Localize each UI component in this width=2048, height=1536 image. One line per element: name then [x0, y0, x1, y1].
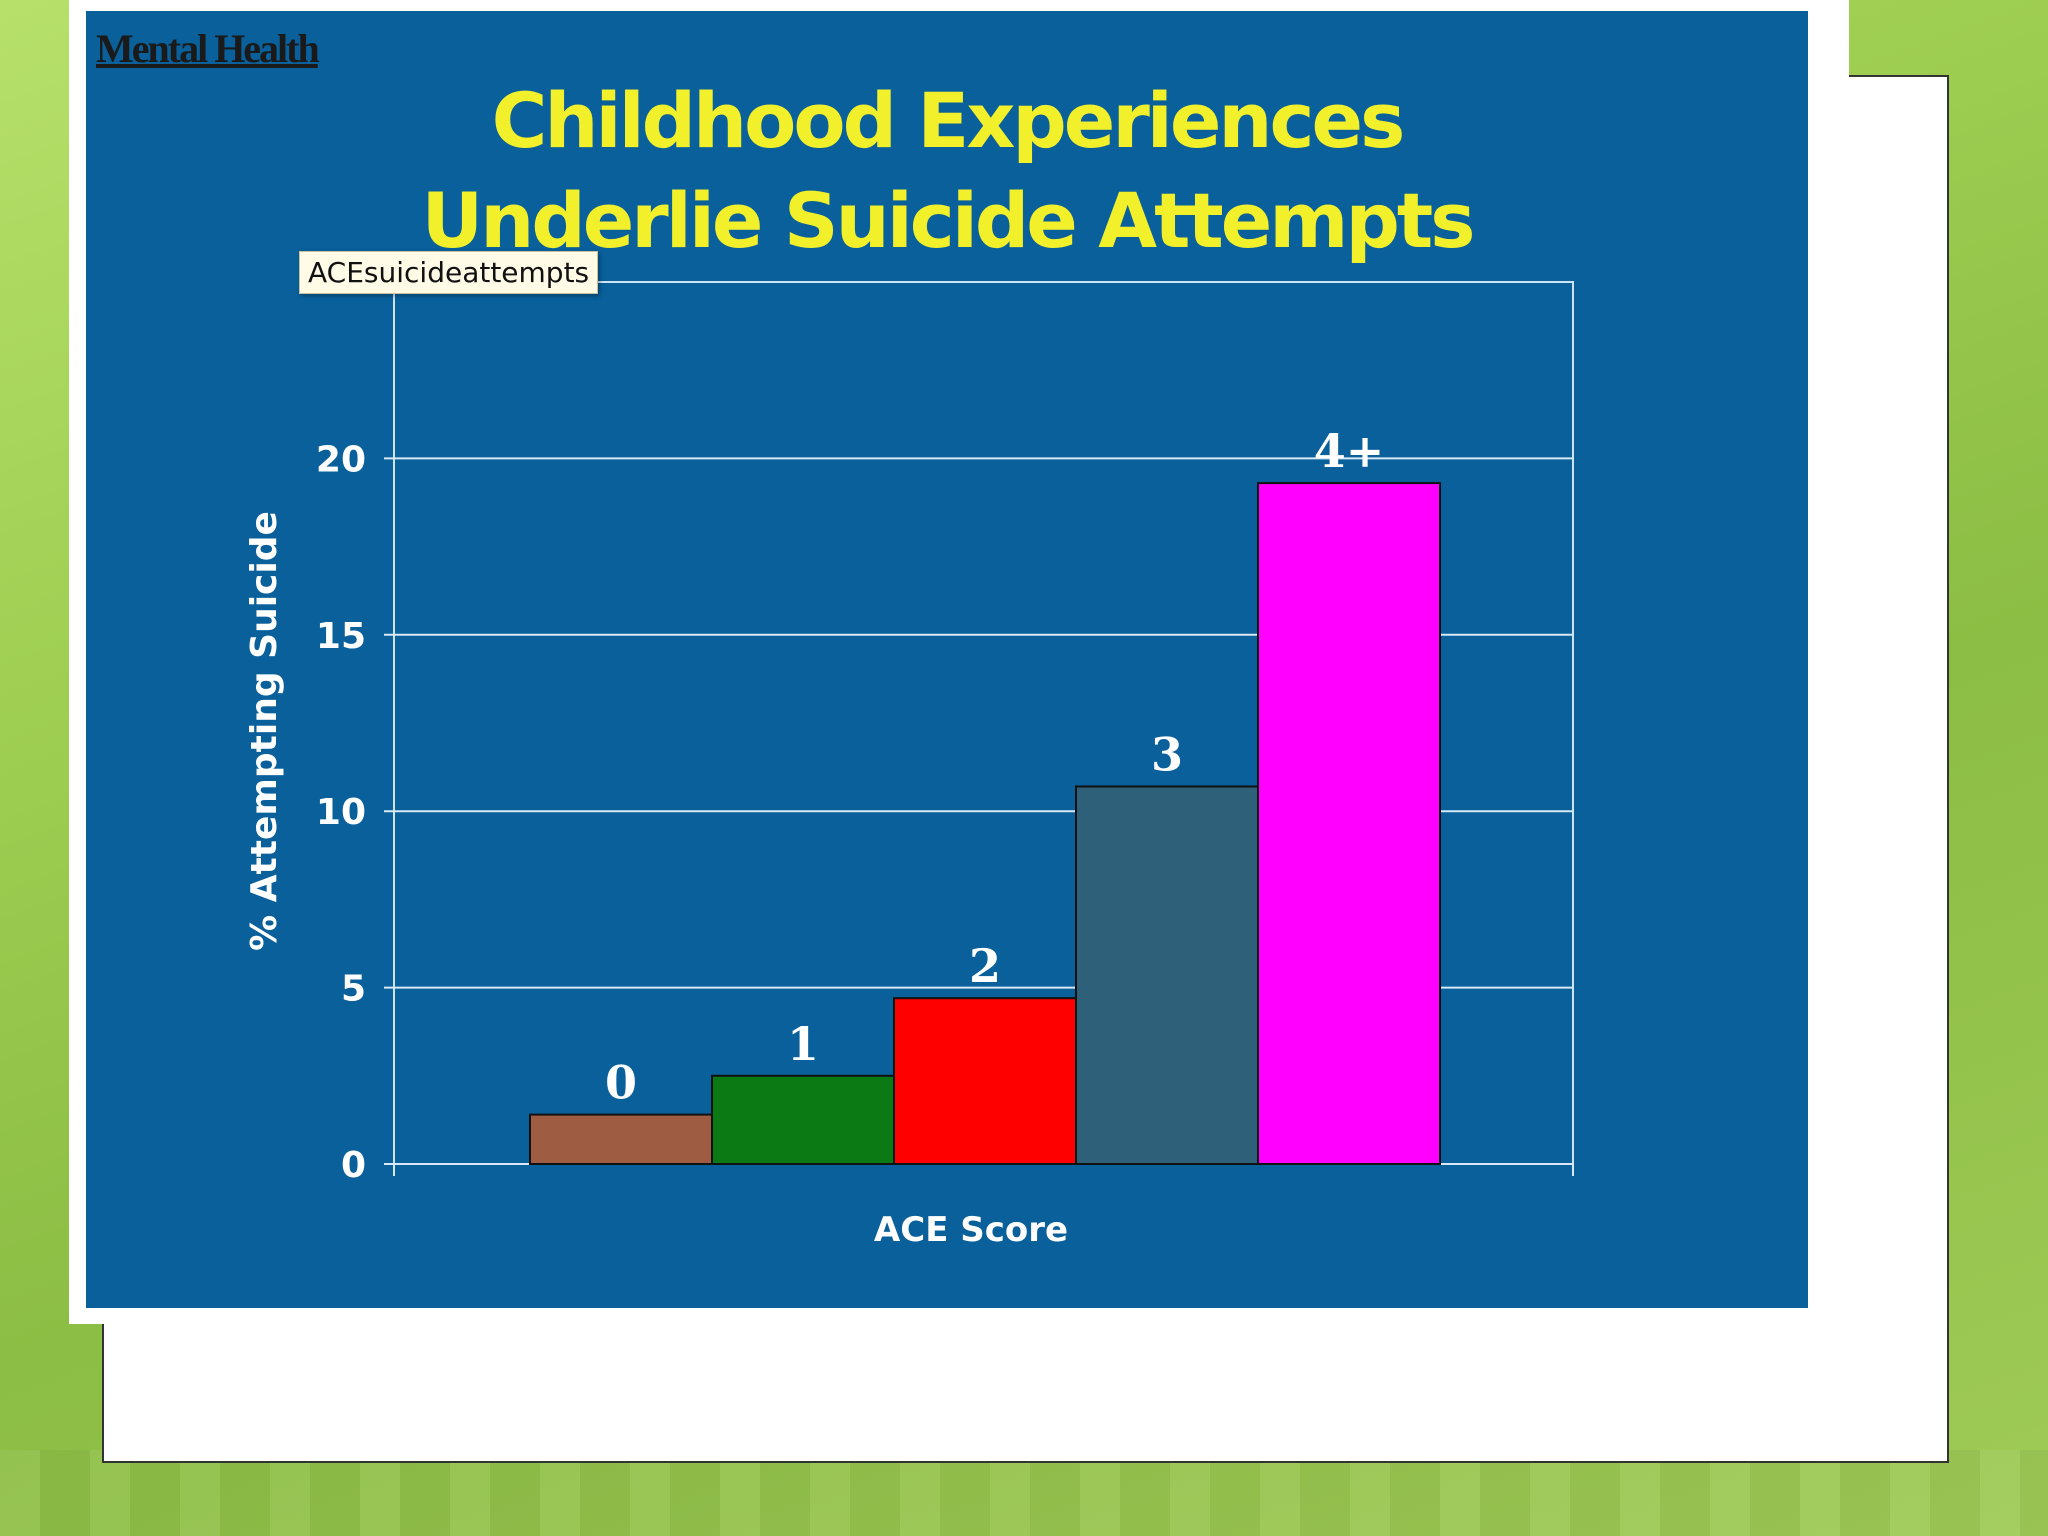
y-tick-label: 5: [341, 969, 366, 1010]
y-axis-label: % Attempting Suicide: [244, 511, 285, 951]
corner-label: Mental Health: [96, 26, 320, 71]
bar-chart: 0 5 10 15 20 0 1 2 3 4+ ACE Score % Attempting Su…: [244, 281, 1574, 1250]
y-tick-label: 20: [316, 439, 366, 480]
bar-3: [1075, 785, 1259, 1166]
image-tooltip: ACEsuicideattempts: [299, 251, 599, 294]
chart-slide-image: Mental Health Childhood Experiences Unde…: [86, 11, 1808, 1308]
y-tick-label: 10: [316, 792, 366, 833]
bar-4+: [1257, 482, 1441, 1165]
bar-0: [529, 1113, 713, 1166]
bar-1: [711, 1074, 895, 1166]
bar-label: 2: [969, 939, 1001, 993]
x-axis-label: ACE Score: [874, 1210, 1068, 1250]
bar-label: 0: [605, 1056, 637, 1110]
title-line-1: Childhood Experiences: [491, 76, 1406, 165]
title-line-2: Underlie Suicide Attempts: [421, 176, 1476, 265]
label-layer: 0 5 10 15 20 0 1 2 3 4+: [316, 424, 1384, 1186]
bar-2: [893, 997, 1077, 1166]
background-stripes: [0, 1450, 2048, 1536]
bar-label: 4+: [1314, 424, 1385, 478]
y-tick-label: 0: [341, 1145, 366, 1186]
chart-title: Childhood Experiences Underlie Suicide A…: [86, 71, 1808, 271]
bar-layer: [529, 482, 1441, 1166]
y-tick-label: 15: [316, 616, 366, 657]
bar-label: 3: [1151, 728, 1183, 782]
bar-label: 1: [787, 1017, 819, 1071]
